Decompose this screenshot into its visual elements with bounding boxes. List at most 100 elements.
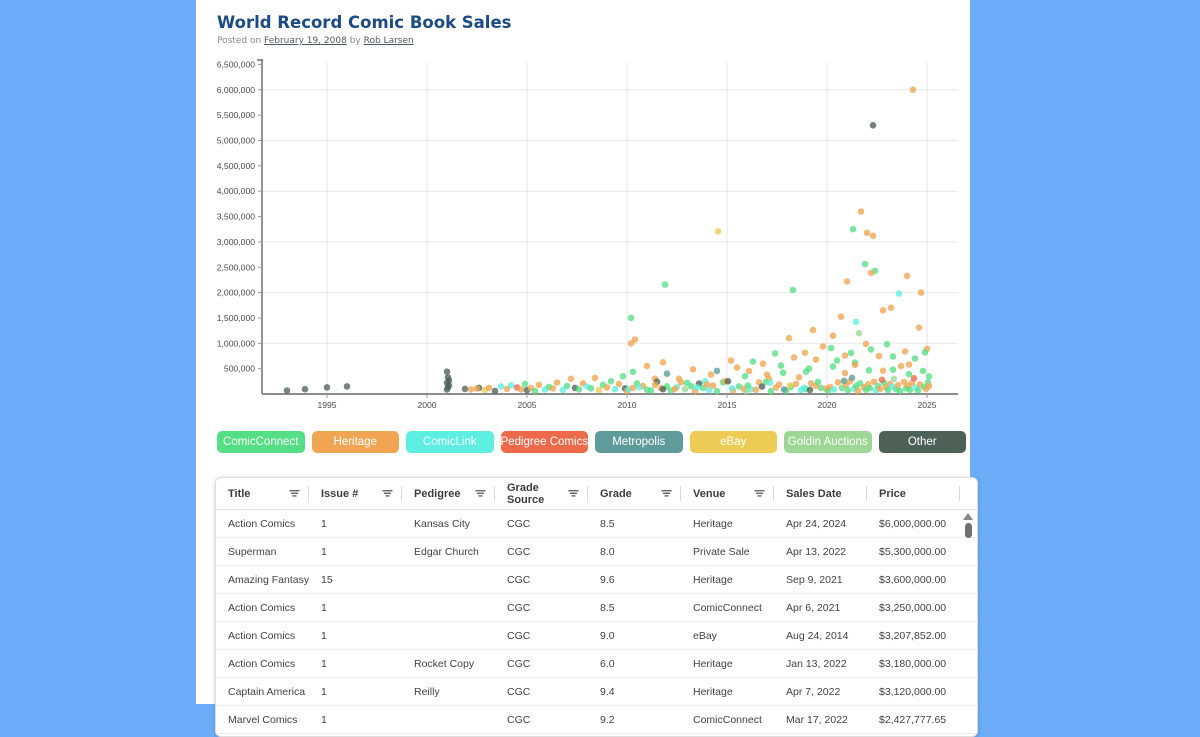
data-point[interactable] [491, 387, 499, 395]
data-point[interactable] [752, 386, 760, 394]
data-point[interactable] [603, 384, 611, 391]
filter-icon[interactable] [288, 487, 301, 500]
sales-scatter-chart[interactable]: 500,000 1,000,000 1,500,000 2,000,000 2,500,… [196, 55, 976, 415]
table-row[interactable]: Superman 1 Edgar Church CGC 8.0 Private Sale A… [216, 538, 977, 566]
data-point[interactable] [903, 272, 911, 280]
data-point[interactable] [925, 373, 933, 380]
data-point[interactable] [785, 334, 793, 342]
data-point[interactable] [763, 371, 771, 379]
legend-button-other[interactable]: Other [878, 431, 966, 453]
data-point[interactable] [728, 384, 736, 392]
data-point[interactable] [894, 381, 902, 389]
data-point[interactable] [851, 361, 859, 369]
data-point[interactable] [857, 208, 865, 215]
data-point[interactable] [461, 385, 469, 393]
data-point[interactable] [800, 384, 808, 392]
data-point[interactable] [833, 357, 841, 364]
data-point[interactable] [895, 290, 903, 297]
data-point[interactable] [869, 232, 877, 240]
data-point[interactable] [827, 344, 835, 352]
filter-icon[interactable] [753, 487, 766, 500]
column-header-sales-date[interactable]: Sales Date [774, 478, 867, 509]
data-point[interactable] [834, 379, 842, 386]
data-point[interactable] [443, 368, 451, 376]
data-point[interactable] [887, 304, 895, 312]
data-point[interactable] [772, 384, 780, 391]
data-point[interactable] [705, 386, 713, 394]
column-header-issue-[interactable]: Issue # [309, 478, 402, 509]
data-point[interactable] [879, 307, 887, 314]
data-point[interactable] [749, 358, 757, 365]
data-point[interactable] [862, 340, 870, 348]
data-point[interactable] [911, 355, 919, 362]
data-point[interactable] [889, 366, 897, 374]
table-row[interactable]: Amazing Fantasy 15 CGC 9.6 Heritage Sep 9, 20… [216, 566, 977, 594]
data-point[interactable] [848, 374, 856, 382]
data-point[interactable] [777, 362, 785, 369]
legend-button-pedigree-comics[interactable]: Pedigree Comics [500, 431, 588, 453]
data-point[interactable] [802, 368, 810, 376]
data-point[interactable] [563, 382, 571, 390]
data-point[interactable] [855, 329, 863, 337]
data-point[interactable] [870, 378, 878, 386]
data-point[interactable] [819, 343, 827, 350]
data-point[interactable] [801, 349, 809, 357]
data-point[interactable] [789, 286, 797, 294]
data-point[interactable] [683, 379, 691, 387]
data-point[interactable] [535, 381, 543, 389]
data-point[interactable] [301, 385, 309, 393]
data-point[interactable] [812, 356, 820, 363]
data-point[interactable] [809, 326, 817, 334]
data-point[interactable] [795, 374, 803, 381]
scrollbar-thumb[interactable] [964, 523, 972, 538]
legend-button-comicconnect[interactable]: ComicConnect [217, 431, 305, 453]
data-point[interactable] [707, 371, 715, 378]
data-point[interactable] [741, 373, 749, 380]
data-point[interactable] [744, 382, 752, 389]
data-point[interactable] [575, 386, 583, 393]
column-header-price[interactable]: Price [867, 478, 960, 509]
data-point[interactable] [792, 380, 800, 388]
data-point[interactable] [485, 384, 493, 392]
filter-icon[interactable] [660, 487, 673, 500]
data-point[interactable] [549, 385, 557, 392]
data-point[interactable] [497, 383, 505, 390]
column-header-grade[interactable]: Grade [588, 478, 681, 509]
data-point[interactable] [709, 382, 717, 389]
data-point[interactable] [879, 367, 887, 375]
author-link[interactable]: Rob Larsen [363, 36, 414, 46]
posted-date-link[interactable]: February 19, 2008 [264, 36, 347, 46]
table-row[interactable]: Action Comics 1 CGC 9.0 eBay Aug 24, 2014 $3,2… [216, 622, 977, 650]
data-point[interactable] [847, 349, 855, 357]
column-header-grade-source[interactable]: Grade Source [495, 478, 588, 509]
data-point[interactable] [840, 377, 848, 385]
data-point[interactable] [643, 386, 651, 394]
data-point[interactable] [713, 387, 721, 395]
filter-icon[interactable] [381, 487, 394, 500]
scroll-up-icon[interactable] [963, 513, 973, 520]
data-point[interactable] [713, 367, 721, 375]
data-point[interactable] [829, 332, 837, 340]
data-point[interactable] [733, 364, 741, 371]
data-point[interactable] [771, 350, 779, 357]
table-row[interactable]: Action Comics 1 CGC 8.5 ComicConnect Apr 6, 2… [216, 594, 977, 622]
table-row[interactable]: Action Comics 1 Kansas City CGC 8.5 Heritage A… [216, 510, 977, 538]
data-point[interactable] [852, 318, 860, 326]
data-point[interactable] [786, 382, 794, 389]
data-point[interactable] [837, 313, 845, 321]
data-point[interactable] [790, 354, 798, 361]
data-point[interactable] [841, 369, 849, 377]
column-header-title[interactable]: Title [216, 478, 309, 509]
data-point[interactable] [444, 374, 452, 381]
data-point[interactable] [921, 349, 929, 356]
data-point[interactable] [841, 352, 849, 359]
data-point[interactable] [323, 384, 331, 391]
data-point[interactable] [889, 353, 897, 360]
data-point[interactable] [906, 386, 914, 394]
data-point[interactable] [909, 86, 917, 94]
data-point[interactable] [663, 370, 671, 378]
data-point[interactable] [689, 366, 697, 373]
data-point[interactable] [849, 225, 857, 233]
data-point[interactable] [897, 362, 905, 370]
data-point[interactable] [876, 385, 884, 393]
